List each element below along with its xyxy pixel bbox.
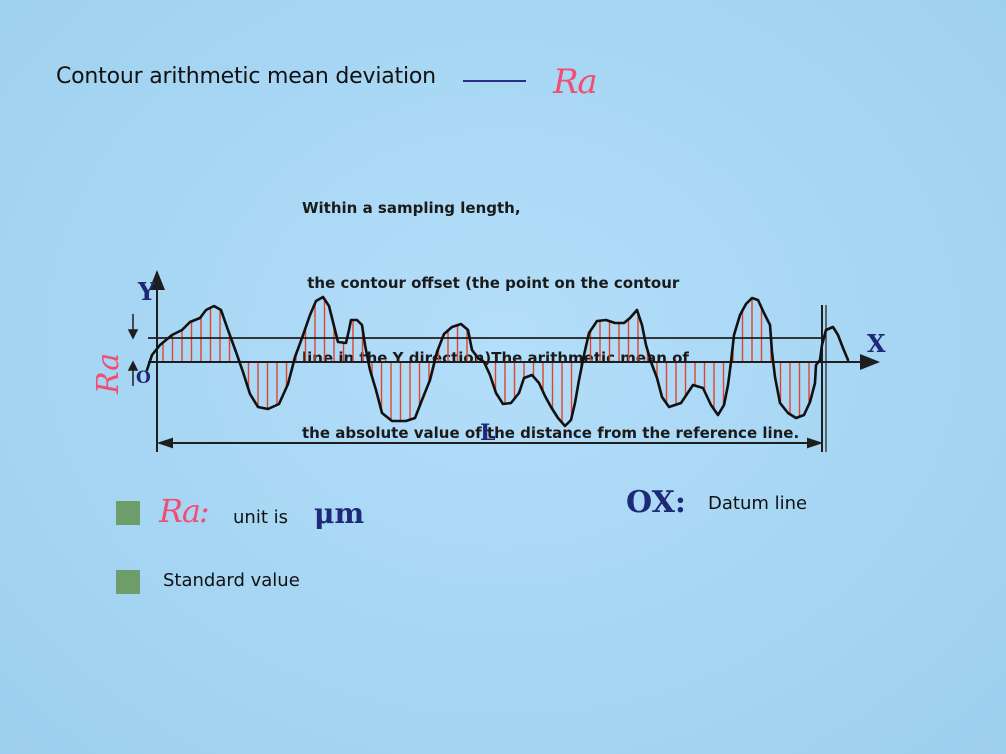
side-ra-label: Ra bbox=[91, 353, 126, 395]
surface-profile-curve bbox=[145, 295, 850, 428]
definition-line-1: Within a sampling length, bbox=[302, 199, 521, 217]
legend-standard-value: Standard value bbox=[163, 570, 300, 591]
legend-marker-standard bbox=[116, 570, 140, 594]
title-dash bbox=[463, 80, 526, 82]
slide-title: Contour arithmetic mean deviation bbox=[56, 64, 436, 89]
length-dimension-arrow bbox=[156, 437, 824, 449]
title-ra-symbol: Ra bbox=[553, 62, 598, 102]
definition-line-2: the contour offset (the point on the con… bbox=[302, 274, 680, 292]
legend-marker-ra bbox=[116, 501, 140, 525]
y-axis-label: Y bbox=[137, 277, 156, 306]
length-label: L bbox=[480, 420, 495, 446]
x-axis-label: X bbox=[867, 329, 886, 358]
legend-unit-text: unit is bbox=[233, 507, 288, 528]
hatching bbox=[162, 298, 810, 423]
definition-line-4: the absolute value of the distance from … bbox=[302, 424, 800, 442]
legend-ra-symbol: Ra: bbox=[159, 492, 210, 530]
ra-height-arrow bbox=[127, 314, 139, 386]
legend-ox-symbol: OX: bbox=[626, 485, 686, 520]
origin-label: O bbox=[136, 368, 151, 388]
legend-datum-line-text: Datum line bbox=[708, 493, 808, 514]
legend-unit-micrometer: μm bbox=[314, 497, 365, 530]
